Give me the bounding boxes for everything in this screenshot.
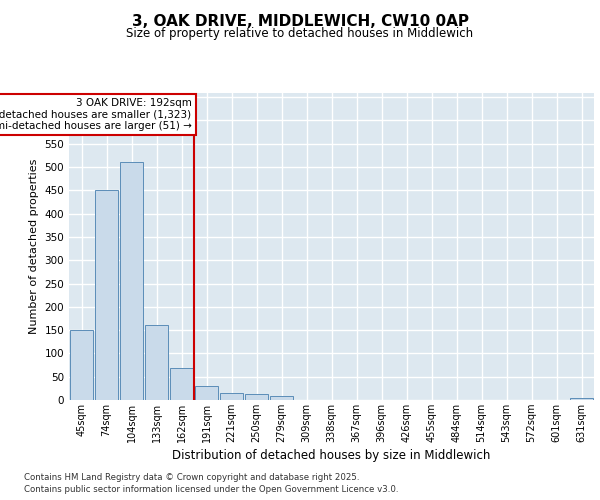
Text: Contains HM Land Registry data © Crown copyright and database right 2025.: Contains HM Land Registry data © Crown c…	[24, 472, 359, 482]
Text: Contains public sector information licensed under the Open Government Licence v3: Contains public sector information licen…	[24, 485, 398, 494]
Bar	[220, 393, 244, 400]
Text: Size of property relative to detached houses in Middlewich: Size of property relative to detached ho…	[127, 28, 473, 40]
Text: 3, OAK DRIVE, MIDDLEWICH, CW10 0AP: 3, OAK DRIVE, MIDDLEWICH, CW10 0AP	[131, 14, 469, 29]
Text: 3 OAK DRIVE: 192sqm
← 96% of detached houses are smaller (1,323)
4% of semi-deta: 3 OAK DRIVE: 192sqm ← 96% of detached ho…	[0, 98, 191, 132]
Bar	[269, 396, 293, 400]
Bar	[569, 398, 593, 400]
Bar	[119, 162, 143, 400]
Bar	[145, 326, 169, 400]
Y-axis label: Number of detached properties: Number of detached properties	[29, 158, 39, 334]
Bar	[245, 394, 268, 400]
X-axis label: Distribution of detached houses by size in Middlewich: Distribution of detached houses by size …	[172, 449, 491, 462]
Bar	[70, 330, 94, 400]
Bar	[194, 386, 218, 400]
Bar	[170, 368, 193, 400]
Bar	[95, 190, 118, 400]
